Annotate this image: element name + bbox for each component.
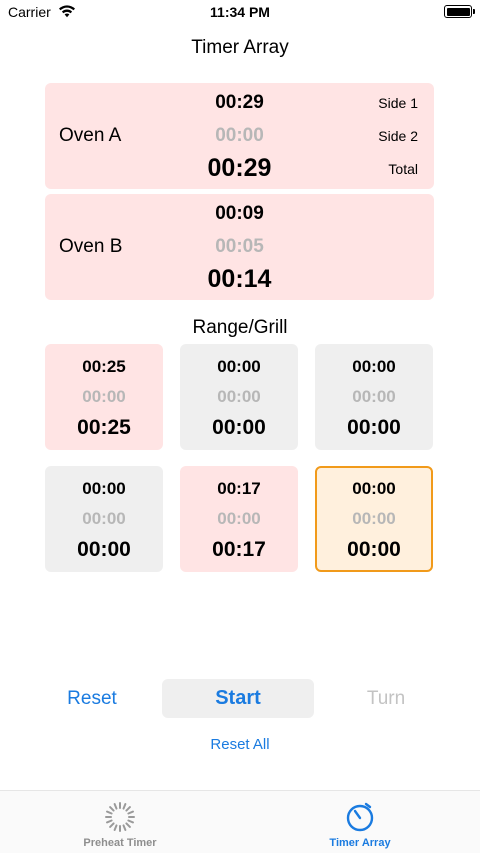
cell-total-time: 00:17 (212, 538, 266, 561)
oven-name: Oven B (59, 236, 123, 257)
grill-cell-2[interactable]: 00:00 00:00 00:00 (180, 344, 298, 450)
range-grill-title: Range/Grill (192, 317, 288, 338)
wifi-icon (59, 5, 75, 18)
cell-total-time: 00:00 (347, 416, 401, 439)
oven-name: Oven A (59, 125, 122, 146)
total-time: 00:29 (207, 154, 272, 182)
cell-side1-time: 00:00 (82, 479, 126, 498)
start-button[interactable]: Start (162, 679, 314, 718)
side1-label: Side 1 (378, 95, 418, 111)
reset-all-button[interactable]: Reset All (210, 736, 270, 753)
cell-side1-time: 00:17 (217, 479, 261, 498)
side2-label: Side 2 (378, 128, 418, 144)
side2-time: 00:00 (215, 125, 264, 146)
stopwatch-icon (346, 802, 374, 832)
status-bar: Carrier 11:34 PM (0, 0, 480, 24)
side1-time: 00:09 (215, 203, 264, 224)
oven-times: 00:09 00:05 00:14 (45, 194, 434, 300)
tab-label: Preheat Timer (83, 837, 157, 849)
cell-side1-time: 00:00 (352, 479, 396, 498)
cell-total-time: 00:00 (347, 538, 401, 561)
tab-label: Timer Array (329, 837, 391, 849)
cell-total-time: 00:00 (77, 538, 131, 561)
turn-button[interactable]: Turn (366, 688, 406, 709)
status-time: 11:34 PM (210, 4, 270, 20)
cell-side2-time: 00:00 (217, 509, 261, 528)
grill-cell-4[interactable]: 00:00 00:00 00:00 (45, 466, 163, 572)
tab-preheat-timer[interactable]: Preheat Timer (0, 791, 240, 853)
oven-times: 00:29 00:00 00:29 (45, 83, 434, 189)
grill-cell-5[interactable]: 00:17 00:00 00:17 (180, 466, 298, 572)
cell-side2-time: 00:00 (352, 509, 396, 528)
grill-cell-3[interactable]: 00:00 00:00 00:00 (315, 344, 433, 450)
cell-total-time: 00:25 (77, 416, 131, 439)
cell-side2-time: 00:00 (82, 387, 126, 406)
total-label: Total (388, 161, 418, 177)
reset-button[interactable]: Reset (67, 688, 117, 709)
cell-side1-time: 00:00 (217, 357, 261, 376)
oven-card-b[interactable]: Oven B 00:09 00:05 00:14 (45, 194, 434, 300)
carrier-label: Carrier (8, 4, 51, 20)
spinner-icon (105, 802, 135, 832)
cell-side2-time: 00:00 (217, 387, 261, 406)
cell-side1-time: 00:00 (352, 357, 396, 376)
cell-side2-time: 00:00 (352, 387, 396, 406)
grill-cell-6-selected[interactable]: 00:00 00:00 00:00 (315, 466, 433, 572)
oven-card-a[interactable]: Oven A 00:29 00:00 00:29 Side 1 Side 2 T… (45, 83, 434, 189)
side1-time: 00:29 (215, 92, 264, 113)
battery-icon (444, 5, 475, 18)
page-title: Timer Array (191, 37, 289, 58)
side2-time: 00:05 (215, 236, 264, 257)
cell-side1-time: 00:25 (82, 357, 126, 376)
grill-cell-1[interactable]: 00:25 00:00 00:25 (45, 344, 163, 450)
cell-total-time: 00:00 (212, 416, 266, 439)
tab-bar: Preheat Timer Timer Array (0, 790, 480, 853)
total-time: 00:14 (207, 265, 272, 293)
cell-side2-time: 00:00 (82, 509, 126, 528)
tab-timer-array[interactable]: Timer Array (240, 791, 480, 853)
